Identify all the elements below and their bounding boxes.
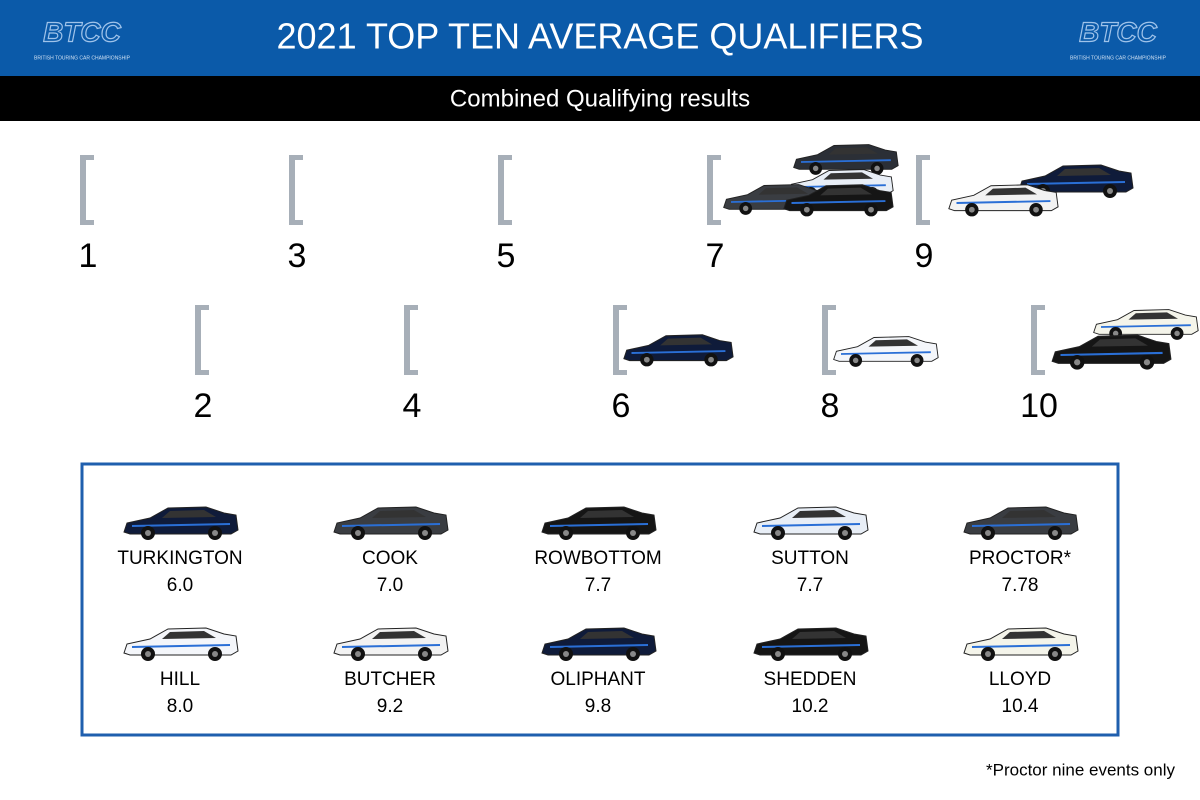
car-image [963,627,1079,662]
logo-caption: BRITISH TOURING CAR CHAMPIONSHIP [34,55,131,61]
driver-name: BUTCHER [344,669,436,690]
car-image [622,333,735,368]
car-image [1092,308,1200,341]
header-band [0,0,1200,76]
position-number: 5 [497,237,516,275]
bracket [916,155,930,225]
driver-name: TURKINGTON [117,548,242,569]
driver-average: 10.4 [1002,696,1039,717]
driver-name: SHEDDEN [764,669,857,690]
car-image [541,627,657,662]
driver-name: ROWBOTTOM [534,548,661,569]
logo-mark: BTCC [43,16,122,47]
logo-right: BTCC BRITISH TOURING CAR CHAMPIONSHIP [1070,16,1167,62]
logo-mark: BTCC [1079,16,1158,47]
position-number: 6 [612,387,631,425]
bracket [80,155,94,225]
position-number: 7 [706,237,725,275]
car-image [333,506,449,541]
driver-name: PROCTOR* [969,548,1072,569]
driver-average: 7.7 [585,575,611,596]
logo-left: BTCC BRITISH TOURING CAR CHAMPIONSHIP [34,16,131,62]
car-image [333,627,449,662]
car-image [123,506,239,541]
driver-average: 7.7 [797,575,823,596]
bracket [1031,305,1045,375]
car-image [541,506,657,541]
position-number: 2 [194,387,213,425]
bracket [613,305,627,375]
footnote: *Proctor nine events only [986,760,1175,779]
car-image [123,627,239,662]
bracket [707,155,721,225]
driver-average: 7.78 [1002,575,1039,596]
logo-caption: BRITISH TOURING CAR CHAMPIONSHIP [1070,55,1167,61]
driver-name: COOK [362,548,418,569]
bracket [404,305,418,375]
car-image [753,627,869,662]
bracket [195,305,209,375]
subtitle-band [0,76,1200,121]
position-number: 10 [1020,387,1058,425]
driver-average: 9.8 [585,696,611,717]
title: 2021 TOP TEN AVERAGE QUALIFIERS [277,16,924,57]
position-number: 3 [288,237,307,275]
bracket [498,155,512,225]
driver-average: 7.0 [377,575,403,596]
driver-average: 10.2 [792,696,829,717]
driver-name: OLIPHANT [550,669,645,690]
driver-average: 8.0 [167,696,193,717]
driver-average: 6.0 [167,575,193,596]
bracket [822,305,836,375]
car-image [753,506,869,541]
driver-name: LLOYD [989,669,1051,690]
bracket [289,155,303,225]
position-number: 1 [79,237,98,275]
results-box [80,462,1120,737]
driver-name: SUTTON [771,548,849,569]
driver-average: 9.2 [377,696,403,717]
position-number: 4 [403,387,422,425]
driver-name: HILL [160,669,200,690]
car-image [832,335,940,368]
car-image [947,183,1060,218]
car-image [1051,334,1172,371]
position-number: 9 [915,237,934,275]
subtitle: Combined Qualifying results [450,85,750,112]
car-image [963,506,1079,541]
position-number: 8 [821,387,840,425]
